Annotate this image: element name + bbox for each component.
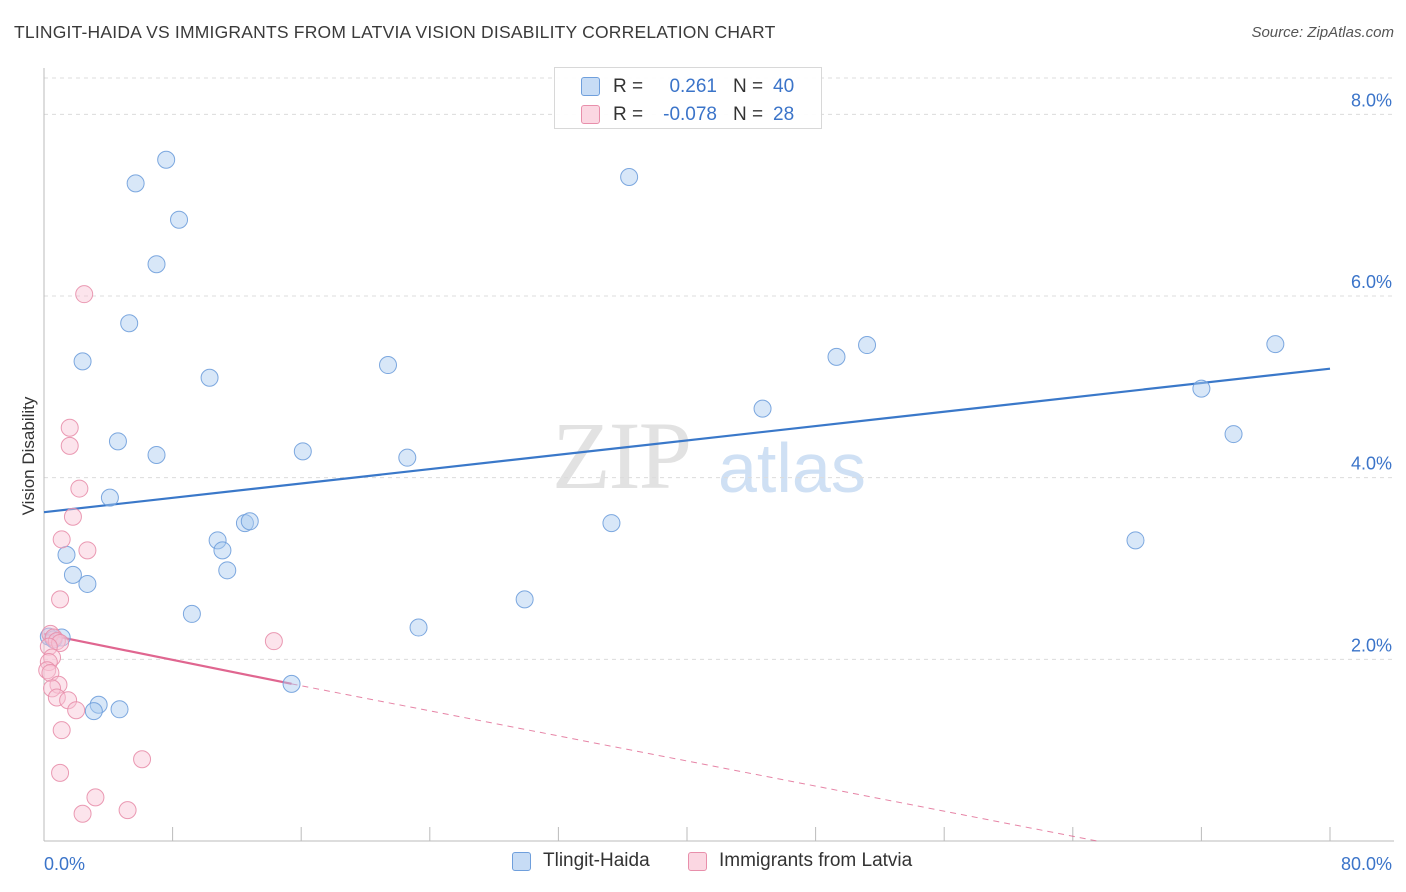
r-value: 0.261	[669, 76, 717, 97]
point-tlingit	[282, 674, 301, 693]
point-tlingit	[89, 695, 108, 714]
stats-swatch-tlingit	[581, 77, 600, 96]
y-tick-label: 6.0%	[1351, 272, 1392, 292]
point-latvia	[73, 804, 92, 823]
point-tlingit	[78, 574, 97, 593]
point-tlingit	[63, 565, 82, 584]
y-tick-label: 2.0%	[1351, 635, 1392, 655]
y-tick-label: 8.0%	[1351, 90, 1392, 110]
point-tlingit	[409, 618, 428, 637]
n-label: N =	[733, 104, 764, 125]
n-value: 28	[773, 104, 795, 125]
point-latvia	[51, 763, 70, 782]
point-latvia	[264, 632, 283, 651]
point-latvia	[75, 285, 94, 304]
gridlines	[44, 77, 1394, 660]
axes	[43, 68, 1394, 842]
point-tlingit	[213, 541, 232, 560]
trend-line-latvia	[43, 632, 292, 685]
trend-lines	[43, 367, 1331, 842]
point-tlingit	[602, 514, 621, 533]
point-tlingit	[126, 174, 145, 193]
point-tlingit	[620, 168, 639, 187]
point-tlingit	[57, 545, 76, 564]
point-tlingit	[147, 445, 166, 464]
point-latvia	[63, 507, 82, 526]
point-tlingit	[147, 255, 166, 274]
point-latvia	[38, 661, 57, 680]
stats-row-tlingit: R = 0.261 N = 40	[555, 72, 821, 100]
point-tlingit	[218, 561, 237, 580]
legend-label-latvia: Immigrants from Latvia	[719, 850, 913, 871]
point-latvia	[86, 788, 105, 807]
point-latvia	[133, 750, 152, 769]
point-latvia	[51, 590, 70, 609]
data-points	[38, 150, 1285, 823]
point-tlingit	[200, 368, 219, 387]
watermark-zip: ZIP	[552, 402, 692, 509]
stats-legend: R = 0.261 N = 40 R = -0.078 N = 28	[554, 67, 822, 129]
point-tlingit	[100, 488, 119, 507]
y-axis-label: Vision Disability	[19, 396, 38, 515]
point-tlingit	[84, 702, 103, 721]
legend-item-tlingit[interactable]: Tlingit-Haida	[512, 850, 650, 872]
point-tlingit	[1224, 425, 1243, 444]
point-tlingit	[73, 352, 92, 371]
point-tlingit	[108, 432, 127, 451]
point-latvia	[60, 436, 79, 455]
stats-row-latvia: R = -0.078 N = 28	[555, 100, 821, 128]
point-latvia	[60, 418, 79, 437]
point-tlingit	[379, 356, 398, 375]
n-value: 40	[773, 76, 795, 97]
point-tlingit	[240, 512, 259, 531]
trend-line-latvia-dashed	[291, 683, 1098, 842]
point-tlingit	[157, 150, 176, 169]
point-tlingit	[1266, 335, 1285, 354]
legend-label-tlingit: Tlingit-Haida	[543, 850, 650, 871]
point-tlingit	[398, 448, 417, 467]
point-latvia	[70, 479, 89, 498]
legend-swatch-latvia	[688, 851, 707, 871]
point-latvia	[67, 701, 86, 720]
point-tlingit	[208, 531, 227, 550]
point-latvia	[43, 679, 62, 698]
point-tlingit	[110, 700, 129, 719]
point-latvia	[78, 541, 97, 560]
trend-line-tlingit	[43, 367, 1331, 514]
legend-item-latvia[interactable]: Immigrants from Latvia	[688, 850, 912, 872]
watermark-atlas: atlas	[718, 429, 866, 507]
x-tick-label: 0.0%	[44, 854, 85, 874]
point-tlingit	[1126, 531, 1145, 550]
y-tick-label: 4.0%	[1351, 454, 1392, 474]
bottom-legend: Tlingit-Haida Immigrants from Latvia	[0, 850, 1406, 880]
r-label: R =	[613, 104, 644, 125]
point-tlingit	[753, 399, 772, 418]
point-tlingit	[170, 210, 189, 229]
point-latvia	[52, 530, 71, 549]
chart-title: TLINGIT-HAIDA VS IMMIGRANTS FROM LATVIA …	[14, 22, 776, 42]
point-latvia	[47, 688, 66, 707]
point-tlingit	[515, 590, 534, 609]
r-value: -0.078	[663, 104, 717, 125]
point-tlingit	[858, 336, 877, 355]
point-tlingit	[827, 347, 846, 366]
stats-swatch-latvia	[581, 105, 600, 124]
point-tlingit	[120, 314, 139, 333]
point-tlingit	[293, 442, 312, 461]
point-tlingit	[1192, 379, 1211, 398]
point-latvia	[39, 637, 58, 656]
x-tick-label: 80.0%	[1341, 854, 1392, 874]
point-latvia	[51, 633, 70, 652]
point-latvia	[52, 721, 71, 740]
n-label: N =	[733, 76, 764, 97]
point-tlingit	[182, 604, 201, 623]
point-latvia	[118, 801, 137, 820]
r-label: R =	[613, 76, 644, 97]
legend-swatch-tlingit	[512, 851, 531, 871]
tick-labels: 2.0% 4.0% 6.0% 8.0% 0.0% 80.0%	[44, 90, 1392, 874]
source-label: Source: ZipAtlas.com	[1251, 24, 1394, 41]
